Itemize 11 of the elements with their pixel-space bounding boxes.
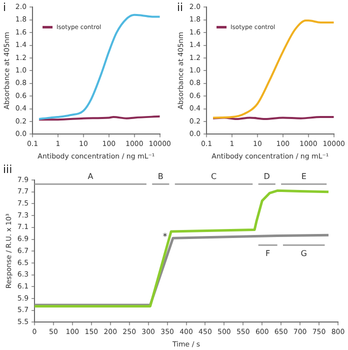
text: iii: [3, 163, 12, 176]
annotation: *: [162, 232, 168, 243]
series-label: E: [301, 172, 306, 182]
series-label: A: [88, 172, 94, 182]
series-label: B: [158, 172, 164, 182]
series-label: D: [264, 172, 270, 182]
text: i: [3, 1, 6, 14]
series-label: F: [266, 249, 271, 258]
series-label: C: [210, 172, 217, 182]
series-label: G: [300, 249, 307, 258]
text: ii: [177, 1, 184, 14]
